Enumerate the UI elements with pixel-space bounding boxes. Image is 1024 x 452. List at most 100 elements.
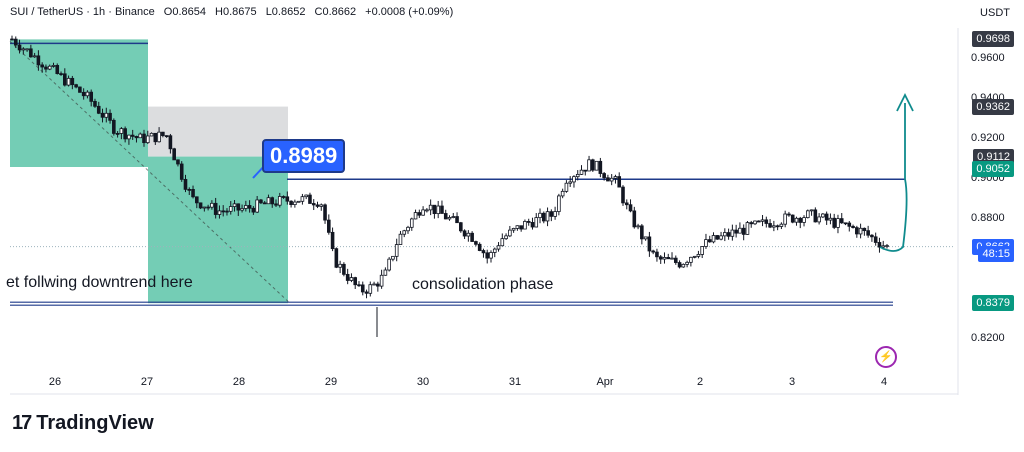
- candle-up: [575, 173, 580, 178]
- candle-down: [55, 65, 60, 75]
- candle-up: [538, 212, 542, 219]
- candle-down: [462, 230, 467, 237]
- consolidation-annotation[interactable]: consolidation phase: [412, 276, 554, 293]
- candle-down: [526, 221, 531, 223]
- price-axis-badge[interactable]: 0.9362: [972, 98, 1014, 115]
- candle-up: [149, 132, 154, 137]
- candle-down: [213, 202, 218, 215]
- time-tick-label: 29: [324, 376, 338, 388]
- candle-down: [315, 204, 320, 207]
- candle-down: [602, 173, 606, 179]
- candle-down: [715, 235, 720, 240]
- candle-up: [515, 225, 520, 229]
- candle-down: [179, 163, 184, 180]
- candle-down: [477, 243, 482, 251]
- price-tick-label: 0.8800: [971, 212, 1005, 224]
- candle-up: [723, 232, 727, 237]
- candle-up: [66, 77, 71, 86]
- ohlc-high: H0.8675: [215, 6, 257, 18]
- candle-up: [145, 135, 150, 144]
- downtrend-annotation[interactable]: et follwing downtrend here: [6, 274, 193, 291]
- candle-up: [802, 217, 806, 223]
- candle-down: [262, 202, 267, 205]
- candle-down: [164, 135, 169, 138]
- candle-down: [100, 112, 105, 118]
- candle-up: [25, 48, 29, 51]
- candle-down: [530, 222, 535, 228]
- candle-down: [236, 203, 241, 211]
- candle-down: [749, 222, 754, 225]
- candle-up: [662, 257, 667, 260]
- candle-down: [327, 219, 331, 233]
- time-tick-label: 27: [140, 376, 154, 388]
- candle-up: [47, 65, 52, 70]
- candle-down: [851, 225, 855, 229]
- candle-down: [311, 203, 316, 206]
- candle-up: [745, 222, 750, 235]
- candle-down: [81, 91, 86, 97]
- candle-down: [632, 210, 637, 228]
- candle-up: [779, 223, 784, 227]
- candle-down: [376, 283, 380, 287]
- price-axis-badge[interactable]: 0.9052: [972, 160, 1014, 177]
- candle-down: [330, 231, 335, 250]
- candle-down: [847, 222, 852, 227]
- candle-down: [353, 277, 358, 286]
- candle-down: [866, 230, 870, 236]
- candle-up: [413, 212, 418, 220]
- flash-icon[interactable]: ⚡: [875, 346, 897, 368]
- candle-up: [391, 255, 395, 260]
- candle-up: [119, 128, 124, 134]
- candle-up: [157, 131, 161, 143]
- candle-down: [134, 136, 139, 139]
- candle-down: [541, 212, 546, 222]
- price-axis-badge[interactable]: 0.9698: [972, 31, 1014, 48]
- candle-down: [598, 160, 603, 174]
- candle-down: [40, 64, 44, 68]
- candle-up: [228, 206, 233, 212]
- candle-down: [123, 128, 127, 140]
- candle-up: [447, 217, 452, 220]
- candle-up: [293, 201, 297, 206]
- candle-up: [553, 211, 557, 217]
- candle-up: [828, 217, 833, 221]
- candle-down: [790, 214, 795, 223]
- candle-down: [308, 194, 312, 204]
- candle-up: [202, 206, 207, 209]
- candle-up: [557, 195, 561, 212]
- price-callout[interactable]: 0.8989: [262, 139, 346, 173]
- price-axis-badge[interactable]: 48:15: [978, 246, 1014, 262]
- candle-up: [51, 65, 56, 67]
- candle-down: [824, 213, 829, 221]
- candle-up: [719, 235, 723, 240]
- candle-up: [436, 205, 440, 215]
- candle-up: [670, 257, 674, 260]
- trend-dashed-line: [9, 41, 291, 304]
- candle-down: [342, 263, 346, 275]
- candle-down: [734, 229, 738, 234]
- candle-down: [655, 251, 659, 258]
- candle-down: [870, 234, 874, 238]
- candle-up: [794, 217, 799, 223]
- candle-down: [187, 188, 192, 191]
- tradingview-logo: 17 TradingView: [12, 412, 154, 435]
- candle-up: [372, 283, 376, 286]
- candle-down: [877, 242, 882, 248]
- candle-up: [379, 274, 384, 287]
- candle-up: [772, 225, 776, 228]
- candle-down: [176, 159, 180, 165]
- candle-up: [821, 213, 825, 218]
- candle-up: [809, 209, 814, 212]
- candle-down: [78, 86, 82, 93]
- candle-up: [753, 220, 757, 225]
- candle-up: [492, 248, 497, 253]
- time-tick-label: 31: [508, 376, 522, 388]
- candle-down: [221, 210, 226, 213]
- candle-down: [726, 232, 731, 237]
- candle-down: [764, 219, 769, 224]
- ohlc-open: O0.8654: [163, 6, 206, 18]
- candle-down: [191, 189, 195, 198]
- symbol-label[interactable]: SUI / TetherUS · 1h · Binance: [10, 6, 155, 18]
- price-axis-badge[interactable]: 0.8379: [972, 295, 1014, 312]
